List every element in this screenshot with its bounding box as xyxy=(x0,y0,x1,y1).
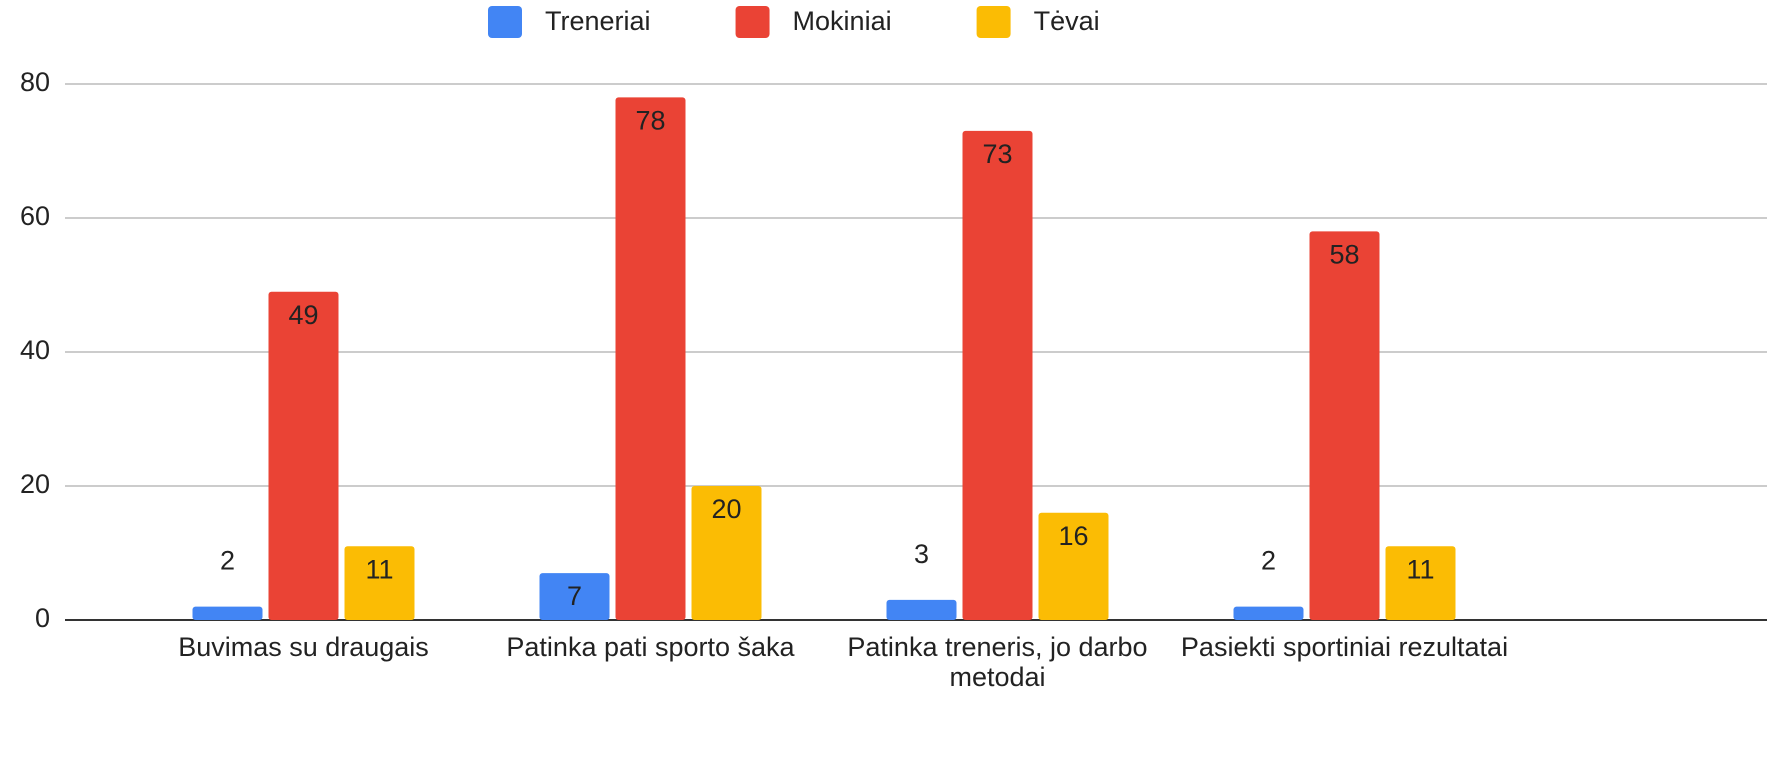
data-label: 7 xyxy=(567,581,582,611)
data-label: 78 xyxy=(635,106,665,136)
bar xyxy=(1385,546,1456,620)
data-label: 11 xyxy=(1406,554,1434,584)
x-tick-label: Pasiekti sportiniai rezultatai xyxy=(1180,632,1509,662)
y-tick-label: 80 xyxy=(20,67,50,97)
y-tick-label: 60 xyxy=(20,201,50,231)
data-label: 16 xyxy=(1058,521,1088,551)
bar xyxy=(886,599,957,620)
legend-label: Mokiniai xyxy=(793,6,892,36)
bar xyxy=(1233,606,1304,620)
y-tick-label: 20 xyxy=(20,469,50,499)
legend-swatch xyxy=(488,6,522,38)
bar xyxy=(192,606,263,620)
x-tick-label: Patinka treneris, jo darbo metodai xyxy=(847,632,1148,692)
bar xyxy=(691,486,762,620)
legend-label: Tėvai xyxy=(1034,6,1100,36)
data-label: 2 xyxy=(1261,546,1276,576)
bar xyxy=(962,130,1033,620)
bar xyxy=(615,97,686,620)
data-label: 73 xyxy=(982,139,1012,169)
data-label: 58 xyxy=(1329,240,1359,270)
bar xyxy=(268,291,339,620)
bar xyxy=(1309,231,1380,620)
data-label: 11 xyxy=(365,554,393,584)
legend-swatch xyxy=(735,6,770,38)
data-label: 3 xyxy=(914,539,929,569)
legend-label: Treneriai xyxy=(545,6,651,36)
x-tick-label: Patinka pati sporto šaka xyxy=(506,632,795,662)
data-label: 49 xyxy=(288,300,318,330)
bar xyxy=(1038,512,1109,620)
bar xyxy=(539,573,610,620)
x-tick-label: Buvimas su draugais xyxy=(178,632,429,662)
y-tick-label: 0 xyxy=(35,603,50,633)
data-label: 20 xyxy=(711,494,741,524)
data-label: 2 xyxy=(220,546,235,576)
legend-swatch xyxy=(976,6,1011,38)
y-tick-label: 40 xyxy=(20,335,50,365)
bar xyxy=(344,546,415,620)
